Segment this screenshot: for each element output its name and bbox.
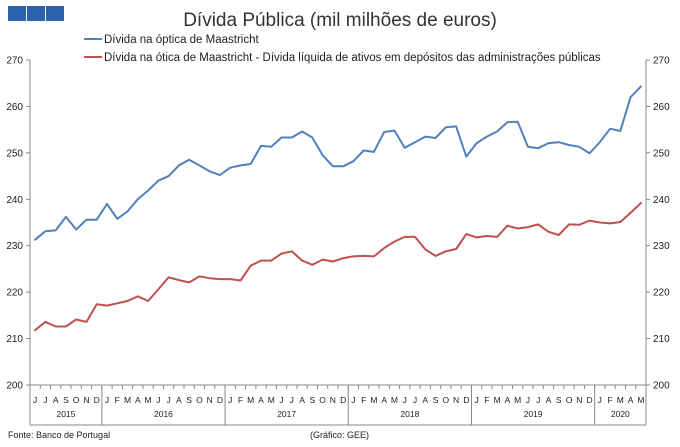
x-year-label: 2018 bbox=[400, 409, 419, 419]
x-tick-label-month: M bbox=[514, 395, 521, 405]
x-year-label: 2017 bbox=[277, 409, 296, 419]
x-tick-label-month: J bbox=[43, 395, 47, 405]
header-block-3 bbox=[46, 6, 64, 21]
y-tick-label-right: 230 bbox=[653, 241, 670, 252]
chart-title: Dívida Pública (mil milhões de euros) bbox=[183, 10, 497, 31]
x-tick-label-month: J bbox=[156, 395, 160, 405]
x-tick-label-month: S bbox=[556, 395, 562, 405]
x-tick-label-month: S bbox=[186, 395, 192, 405]
x-tick-label-month: J bbox=[403, 395, 407, 405]
x-tick-label-month: M bbox=[247, 395, 254, 405]
y-tick-label-right: 240 bbox=[653, 195, 670, 206]
x-tick-label-month: J bbox=[351, 395, 355, 405]
legend-label-1: Dívida na óptica de Maastricht bbox=[104, 34, 259, 46]
y-tick-label-left: 220 bbox=[6, 288, 23, 299]
x-tick-label-month: O bbox=[442, 395, 449, 405]
legend-item-1: Dívida na óptica de Maastricht bbox=[84, 34, 259, 46]
x-tick-label-month: J bbox=[598, 395, 602, 405]
x-tick-label-month: J bbox=[33, 395, 37, 405]
x-tick-label-month: J bbox=[413, 395, 417, 405]
x-tick-label-month: D bbox=[217, 395, 223, 405]
x-tick-label-month: N bbox=[576, 395, 582, 405]
x-tick-label-month: A bbox=[299, 395, 305, 405]
x-tick-label-month: M bbox=[494, 395, 501, 405]
x-year-label: 2020 bbox=[611, 409, 630, 419]
x-tick-label-month: F bbox=[238, 395, 243, 405]
x-tick-label-month: O bbox=[566, 395, 573, 405]
x-tick-label-month: D bbox=[94, 395, 100, 405]
legend-item-2: Dívida na ótica de Maastricht - Dívida l… bbox=[84, 52, 601, 64]
x-tick-label-month: J bbox=[279, 395, 283, 405]
y-tick-label-left: 250 bbox=[6, 148, 23, 159]
x-tick-label-month: O bbox=[319, 395, 326, 405]
y-tick-label-right: 210 bbox=[653, 334, 670, 345]
y-tick-label-left: 260 bbox=[6, 102, 23, 113]
x-tick-label-month: A bbox=[628, 395, 634, 405]
x-year-label: 2015 bbox=[56, 409, 75, 419]
x-tick-label-month: F bbox=[115, 395, 120, 405]
y-tick-label-right: 200 bbox=[653, 381, 670, 392]
x-year-label: 2016 bbox=[154, 409, 173, 419]
x-tick-label-month: J bbox=[526, 395, 530, 405]
x-tick-label-month: S bbox=[63, 395, 69, 405]
x-tick-label-month: J bbox=[105, 395, 109, 405]
x-tick-label-month: F bbox=[361, 395, 366, 405]
x-tick-label-month: M bbox=[370, 395, 377, 405]
x-tick-label-month: F bbox=[484, 395, 489, 405]
x-tick-label-month: A bbox=[176, 395, 182, 405]
x-tick-label-month: D bbox=[586, 395, 592, 405]
header-block-1 bbox=[8, 6, 26, 21]
series-line-2 bbox=[34, 202, 642, 332]
x-year-label: 2019 bbox=[524, 409, 543, 419]
x-tick-label-month: S bbox=[309, 395, 315, 405]
chart-credit: (Gráfico: GEE) bbox=[310, 430, 370, 440]
x-tick-label-month: D bbox=[463, 395, 469, 405]
x-tick-label-month: J bbox=[228, 395, 232, 405]
legend-label-2: Dívida na ótica de Maastricht - Dívida l… bbox=[104, 52, 601, 64]
source-note: Fonte: Banco de Portugal bbox=[8, 430, 111, 440]
x-tick-label-month: A bbox=[53, 395, 59, 405]
x-tick-label-month: S bbox=[433, 395, 439, 405]
x-tick-label-month: A bbox=[505, 395, 511, 405]
x-tick-label-month: J bbox=[536, 395, 540, 405]
series-line-1 bbox=[34, 85, 642, 241]
y-tick-label-left: 240 bbox=[6, 195, 23, 206]
x-tick-label-month: A bbox=[546, 395, 552, 405]
legend-swatch-2 bbox=[84, 55, 102, 58]
x-tick-label-month: A bbox=[422, 395, 428, 405]
x-tick-label-month: J bbox=[290, 395, 294, 405]
x-tick-label-month: N bbox=[207, 395, 213, 405]
y-tick-label-left: 270 bbox=[6, 56, 23, 67]
legend-swatch-1 bbox=[84, 37, 102, 40]
x-tick-label-month: M bbox=[391, 395, 398, 405]
y-tick-label-right: 250 bbox=[653, 148, 670, 159]
header-block-2 bbox=[27, 6, 45, 21]
x-tick-label-month: N bbox=[330, 395, 336, 405]
y-tick-label-right: 260 bbox=[653, 102, 670, 113]
x-tick-label-month: M bbox=[617, 395, 624, 405]
x-tick-label-month: M bbox=[268, 395, 275, 405]
x-tick-label-month: F bbox=[607, 395, 612, 405]
x-tick-label-month: A bbox=[381, 395, 387, 405]
x-tick-label-month: M bbox=[124, 395, 131, 405]
x-tick-label-month: M bbox=[145, 395, 152, 405]
x-tick-label-month: N bbox=[453, 395, 459, 405]
y-tick-label-right: 220 bbox=[653, 288, 670, 299]
x-tick-label-month: D bbox=[340, 395, 346, 405]
x-tick-label-month: N bbox=[83, 395, 89, 405]
x-tick-label-month: A bbox=[258, 395, 264, 405]
x-tick-label-month: J bbox=[166, 395, 170, 405]
x-tick-label-month: M bbox=[637, 395, 644, 405]
x-tick-label-month: O bbox=[196, 395, 203, 405]
y-tick-label-left: 230 bbox=[6, 241, 23, 252]
y-tick-label-left: 200 bbox=[6, 381, 23, 392]
y-tick-label-right: 270 bbox=[653, 56, 670, 67]
x-tick-label-month: O bbox=[73, 395, 80, 405]
y-tick-label-left: 210 bbox=[6, 334, 23, 345]
x-tick-label-month: J bbox=[474, 395, 478, 405]
x-tick-label-month: A bbox=[135, 395, 141, 405]
